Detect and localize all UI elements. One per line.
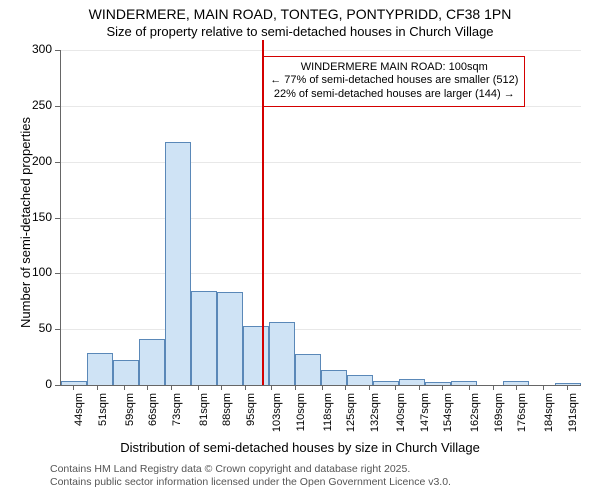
y-tick-mark (55, 50, 60, 51)
x-tick-label: 140sqm (395, 393, 407, 453)
x-tick-mark (442, 385, 443, 390)
x-tick-mark (395, 385, 396, 390)
chart-footnote: Contains HM Land Registry data © Crown c… (50, 463, 451, 489)
gridline (61, 273, 581, 274)
footnote-line: Contains public sector information licen… (50, 476, 451, 489)
histogram-bar (269, 322, 295, 385)
histogram-bar (425, 382, 451, 385)
x-tick-label: 176sqm (516, 393, 528, 453)
histogram-bar (243, 326, 269, 385)
y-tick-label: 0 (20, 377, 52, 391)
y-tick-label: 50 (20, 321, 52, 335)
annotation-line: WINDERMERE MAIN ROAD: 100sqm (270, 61, 518, 75)
y-tick-mark (55, 106, 60, 107)
x-tick-mark (271, 385, 272, 390)
histogram-bar (399, 379, 425, 385)
x-tick-mark (469, 385, 470, 390)
x-tick-mark (567, 385, 568, 390)
x-tick-mark (171, 385, 172, 390)
annotation-line: 22% of semi-detached houses are larger (… (270, 88, 518, 102)
x-tick-label: 103sqm (271, 393, 283, 453)
x-tick-mark (245, 385, 246, 390)
x-tick-label: 66sqm (147, 393, 159, 453)
x-tick-mark (97, 385, 98, 390)
annotation-box: WINDERMERE MAIN ROAD: 100sqm← 77% of sem… (263, 56, 525, 107)
footnote-line: Contains HM Land Registry data © Crown c… (50, 463, 451, 476)
x-tick-mark (516, 385, 517, 390)
chart-title: WINDERMERE, MAIN ROAD, TONTEG, PONTYPRID… (0, 6, 600, 22)
x-tick-label: 59sqm (124, 393, 136, 453)
x-tick-label: 147sqm (419, 393, 431, 453)
x-tick-mark (124, 385, 125, 390)
histogram-bar (295, 354, 321, 385)
histogram-bar (87, 353, 113, 385)
histogram-bar (555, 383, 581, 385)
x-tick-mark (147, 385, 148, 390)
x-tick-label: 81sqm (198, 393, 210, 453)
y-tick-label: 300 (20, 42, 52, 56)
x-tick-mark (493, 385, 494, 390)
x-tick-mark (322, 385, 323, 390)
y-tick-mark (55, 385, 60, 386)
gridline (61, 218, 581, 219)
histogram-bar (321, 370, 347, 385)
x-tick-label: 162sqm (469, 393, 481, 453)
chart-subtitle: Size of property relative to semi-detach… (0, 24, 600, 39)
y-tick-mark (55, 218, 60, 219)
x-tick-label: 125sqm (345, 393, 357, 453)
x-tick-label: 95sqm (245, 393, 257, 453)
y-tick-label: 150 (20, 210, 52, 224)
y-tick-label: 200 (20, 154, 52, 168)
x-tick-label: 110sqm (295, 393, 307, 453)
histogram-bar (165, 142, 191, 385)
x-tick-label: 169sqm (493, 393, 505, 453)
x-tick-mark (369, 385, 370, 390)
histogram-bar (113, 360, 139, 385)
x-tick-label: 73sqm (171, 393, 183, 453)
y-tick-mark (55, 273, 60, 274)
histogram-bar (191, 291, 217, 385)
x-tick-label: 191sqm (567, 393, 579, 453)
gridline (61, 50, 581, 51)
gridline (61, 329, 581, 330)
histogram-bar (451, 381, 477, 385)
x-tick-mark (419, 385, 420, 390)
x-tick-label: 44sqm (73, 393, 85, 453)
x-tick-mark (345, 385, 346, 390)
y-tick-label: 100 (20, 265, 52, 279)
plot-area: WINDERMERE MAIN ROAD: 100sqm← 77% of sem… (60, 50, 581, 386)
annotation-line: ← 77% of semi-detached houses are smalle… (270, 74, 518, 88)
x-tick-label: 132sqm (369, 393, 381, 453)
x-tick-mark (295, 385, 296, 390)
x-tick-mark (221, 385, 222, 390)
histogram-bar (347, 375, 373, 385)
x-tick-label: 88sqm (221, 393, 233, 453)
chart-container: WINDERMERE, MAIN ROAD, TONTEG, PONTYPRID… (0, 0, 600, 500)
gridline (61, 162, 581, 163)
histogram-bar (139, 339, 165, 385)
x-tick-label: 118sqm (322, 393, 334, 453)
x-tick-label: 154sqm (442, 393, 454, 453)
y-tick-label: 250 (20, 98, 52, 112)
y-tick-mark (55, 329, 60, 330)
x-tick-mark (543, 385, 544, 390)
y-tick-mark (55, 162, 60, 163)
x-tick-mark (198, 385, 199, 390)
x-tick-mark (73, 385, 74, 390)
x-tick-label: 184sqm (543, 393, 555, 453)
histogram-bar (217, 292, 243, 385)
x-tick-label: 51sqm (97, 393, 109, 453)
